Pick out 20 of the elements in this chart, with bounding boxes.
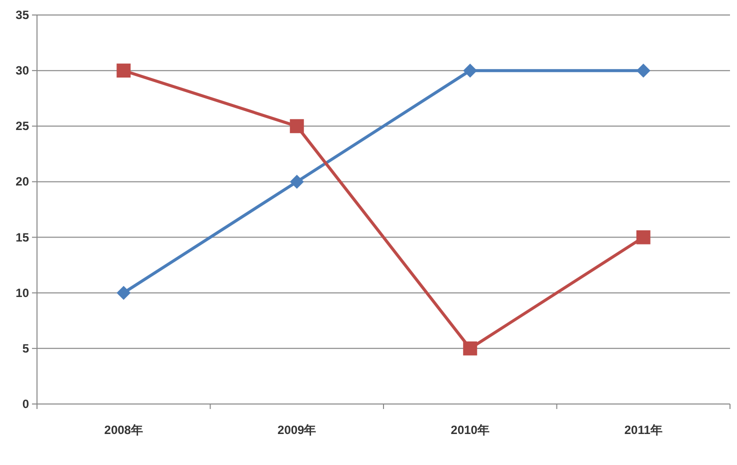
y-tick-label: 5	[22, 341, 30, 356]
x-tick-label: 2010年	[450, 423, 490, 437]
y-tick-label: 10	[16, 286, 30, 300]
point	[636, 64, 650, 78]
point	[116, 64, 131, 78]
point	[463, 64, 478, 78]
y-tick-label: 15	[16, 230, 30, 244]
x-tick-label: 2008年	[104, 423, 143, 437]
point	[116, 286, 131, 300]
x-tick-label: 2009年	[278, 423, 316, 437]
point	[290, 119, 304, 134]
y-tick-label: 0	[22, 397, 30, 411]
point	[290, 174, 304, 189]
y-tick-label: 20	[16, 174, 30, 189]
y-tick-label: 30	[16, 64, 30, 78]
y-tick-label: 25	[16, 119, 30, 134]
x-tick-label: 2011年	[624, 423, 662, 437]
point	[636, 230, 650, 244]
point	[463, 341, 478, 356]
y-tick-label: 35	[16, 8, 30, 22]
